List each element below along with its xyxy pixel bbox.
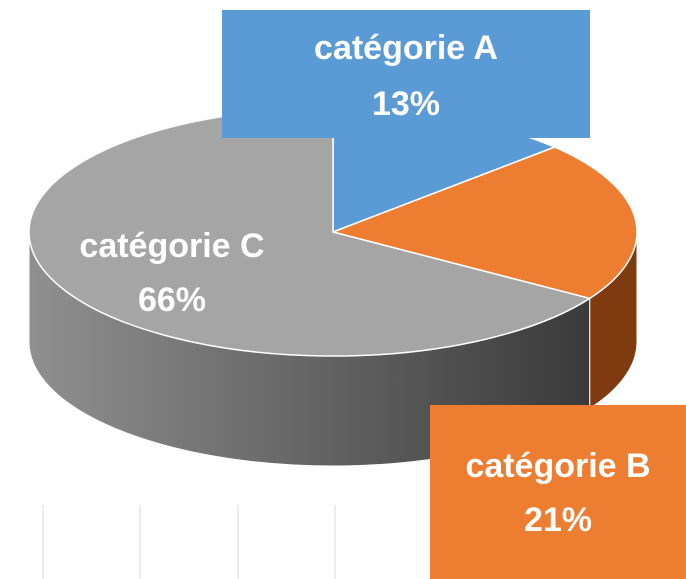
value-label: 21% (524, 501, 592, 539)
label-box (430, 405, 686, 579)
category-label: catégorie C (79, 227, 264, 265)
category-label: catégorie B (465, 447, 650, 485)
category-label: catégorie A (314, 29, 498, 67)
value-label: 66% (138, 281, 206, 319)
slice (330, 146, 638, 300)
value-label: 13% (372, 85, 440, 123)
label-box (222, 10, 590, 138)
decor-lines (42, 505, 336, 579)
slice (28, 107, 592, 357)
